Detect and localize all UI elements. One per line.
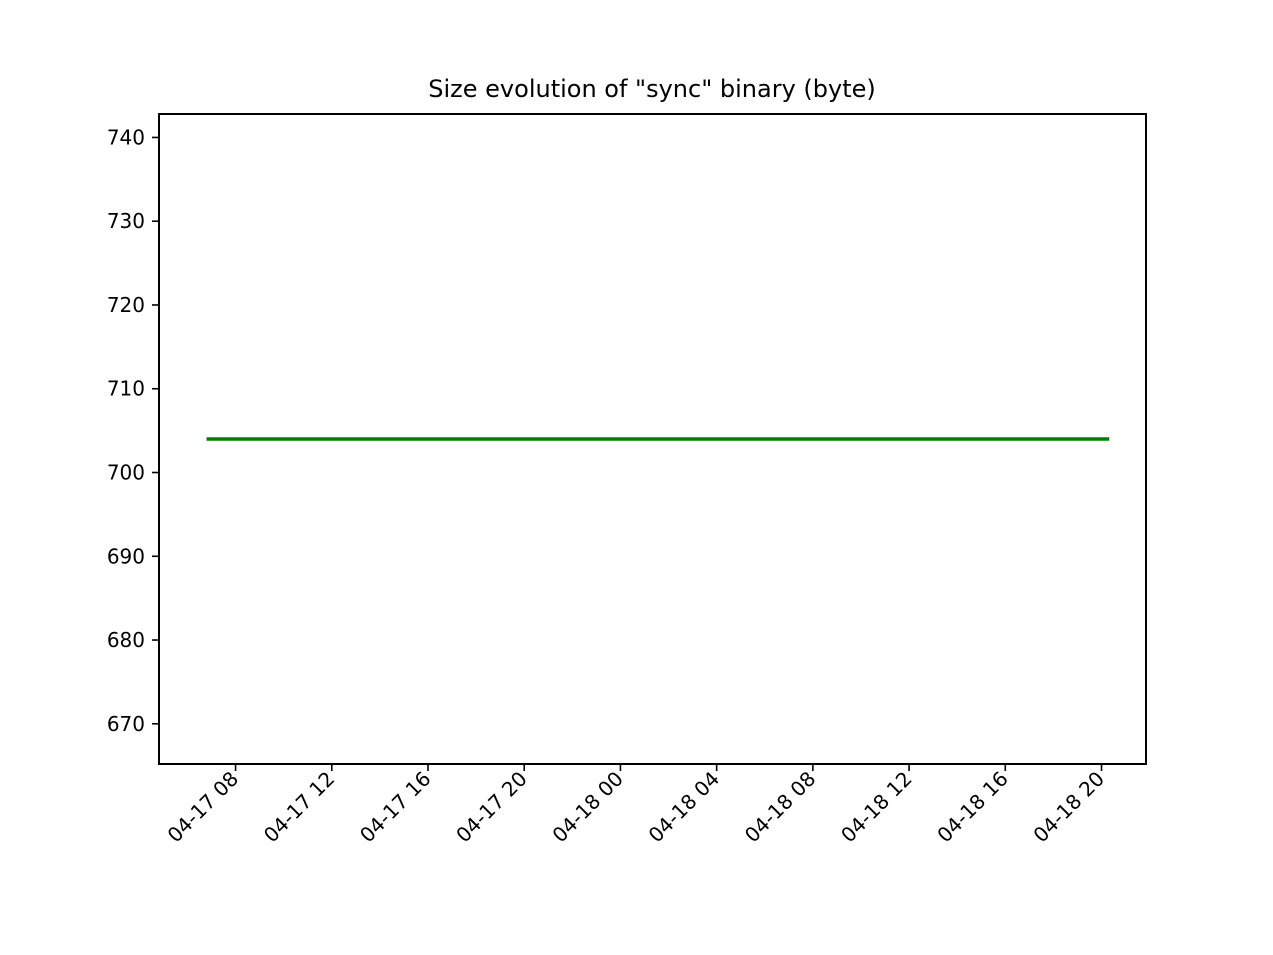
chart-title: Size evolution of "sync" binary (byte) bbox=[428, 75, 875, 103]
x-tick-label: 04-17 12 bbox=[259, 767, 340, 848]
y-tick-label: 720 bbox=[107, 293, 145, 317]
x-tick-label: 04-18 04 bbox=[644, 767, 725, 848]
x-tick-label: 04-18 08 bbox=[740, 767, 821, 848]
x-tick-label: 04-18 20 bbox=[1028, 767, 1109, 848]
axes-frame bbox=[158, 113, 1147, 765]
y-tick-label: 730 bbox=[107, 209, 145, 233]
y-tick-label: 740 bbox=[107, 125, 145, 149]
y-tick-label: 690 bbox=[107, 544, 145, 568]
x-tick-label: 04-17 16 bbox=[355, 767, 436, 848]
y-tick-label: 680 bbox=[107, 628, 145, 652]
y-tick-label: 670 bbox=[107, 712, 145, 736]
x-tick-label: 04-17 20 bbox=[451, 767, 532, 848]
x-tick-label: 04-18 00 bbox=[547, 767, 628, 848]
x-tick-label: 04-18 16 bbox=[932, 767, 1013, 848]
x-tick-label: 04-18 12 bbox=[836, 767, 917, 848]
plot-area: 670 680 690 700 710 720 730 740 04-17 08 04-17 12… bbox=[107, 113, 1147, 848]
y-tick-label: 700 bbox=[107, 461, 145, 485]
x-tick-label: 04-17 08 bbox=[163, 767, 244, 848]
y-tick-label: 710 bbox=[107, 377, 145, 401]
